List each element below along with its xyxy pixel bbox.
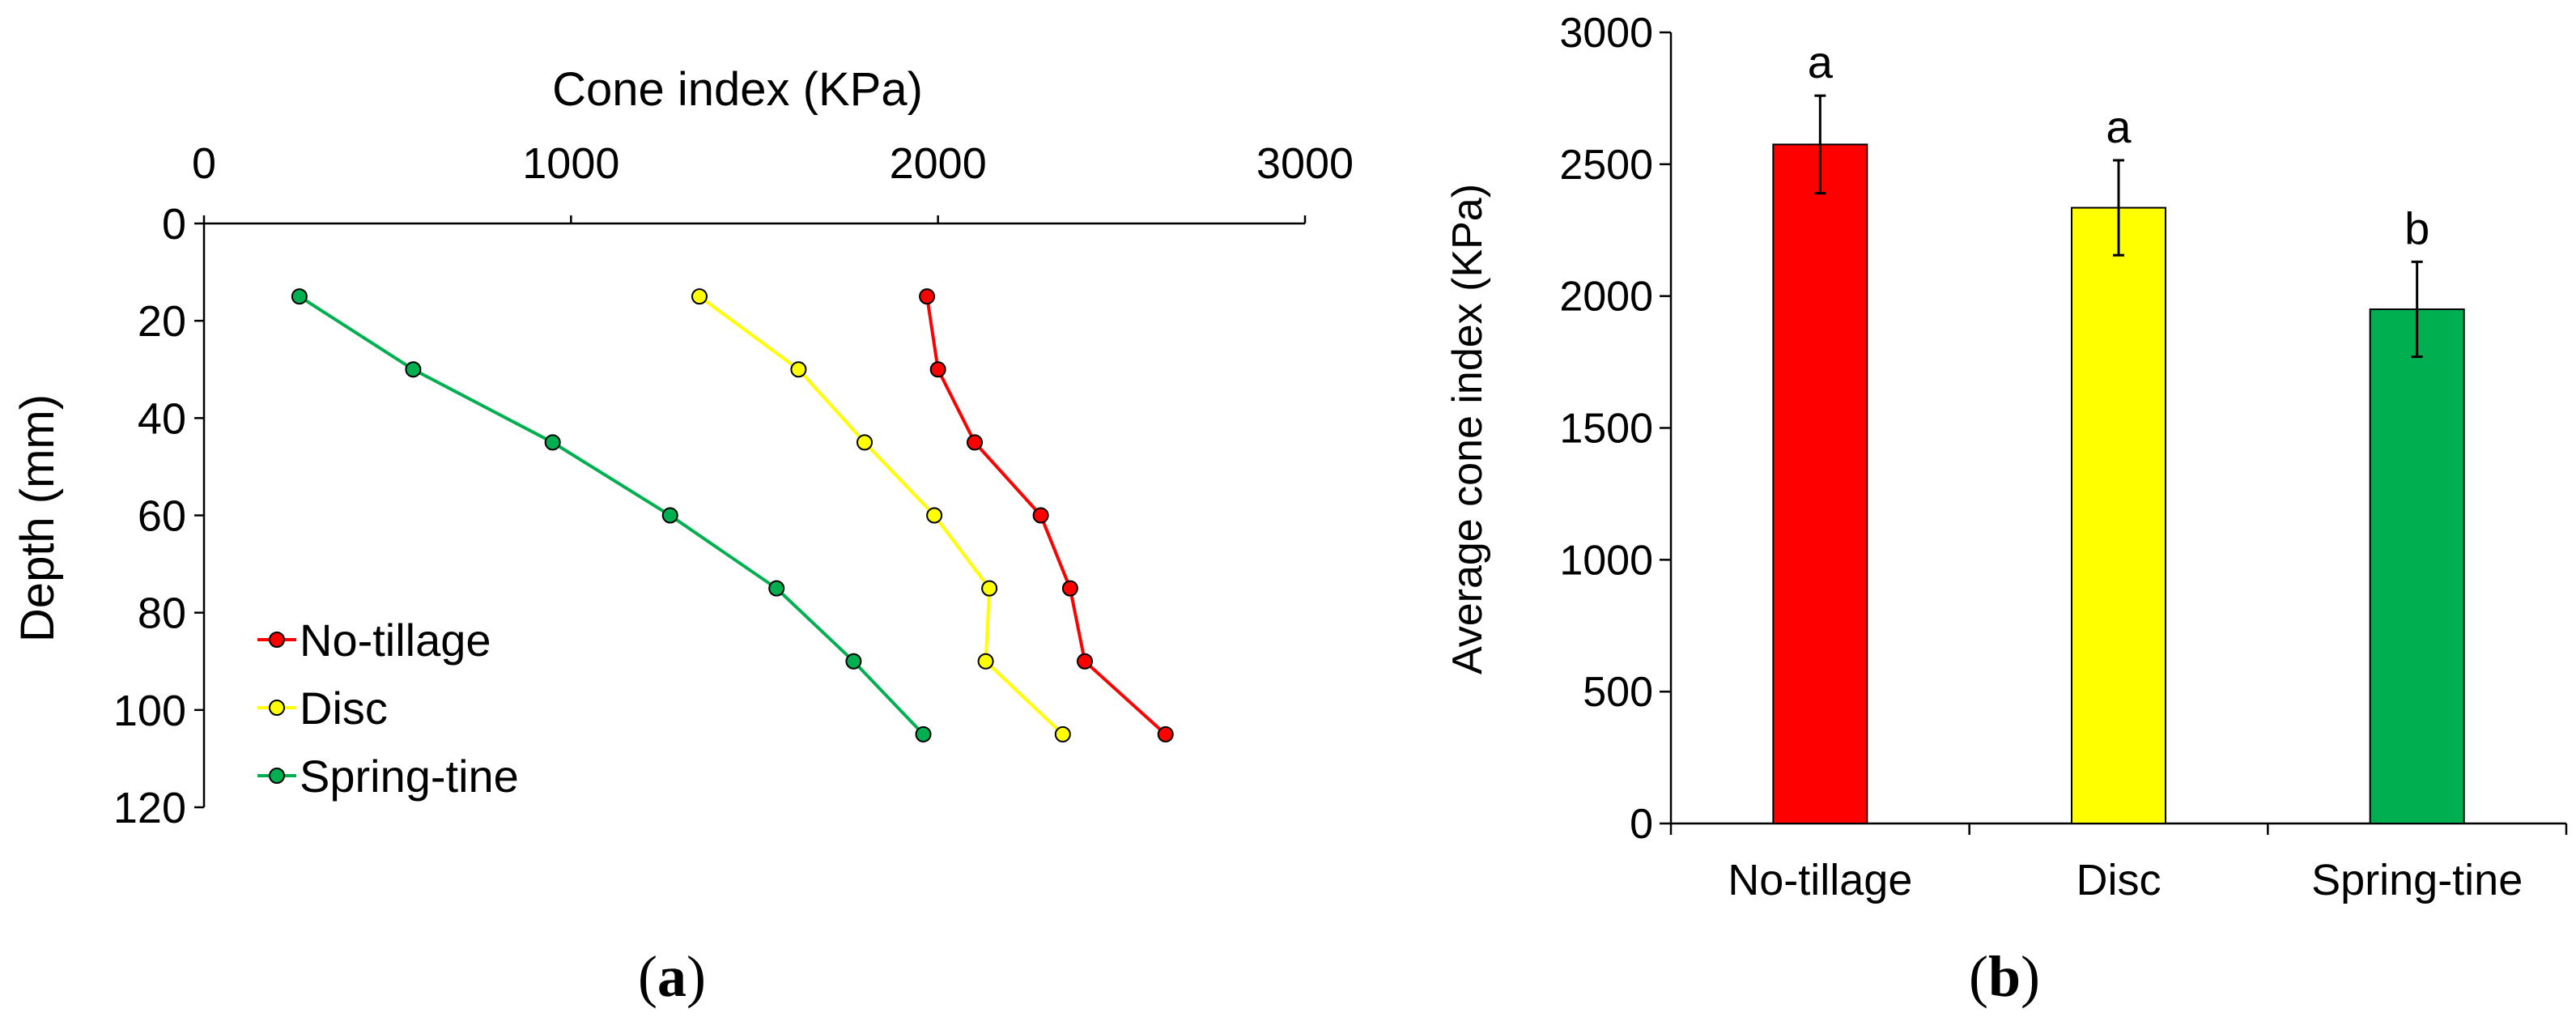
panel-b-bar-chart: 0 500 1000 1500 2000 2500 3000 a No-tillage a Dis… xyxy=(1444,10,2568,1009)
panel-b-y-tick-label: 1000 xyxy=(1559,537,1653,584)
panel-b-y-tick-label: 2500 xyxy=(1559,142,1653,189)
panel-a-y-tick-label: 60 xyxy=(138,492,186,541)
panel-b-y-tick-label: 0 xyxy=(1630,801,1653,848)
significance-letter-no-tillage: a xyxy=(1808,36,1834,87)
data-point-spring-tine xyxy=(845,653,862,670)
panel-a-ticks: 0 1000 2000 3000 0 20 40 60 80 100 120 xyxy=(113,139,1354,832)
legend-swatch-marker-no-tillage xyxy=(269,632,285,648)
data-point-no-tillage xyxy=(929,361,946,378)
data-point-spring-tine xyxy=(405,361,422,378)
data-point-disc xyxy=(691,288,708,305)
bar-spring-tine xyxy=(2369,308,2465,824)
data-point-no-tillage xyxy=(1061,580,1078,597)
data-point-disc xyxy=(977,653,994,670)
data-point-disc xyxy=(981,580,998,597)
legend-entry-disc: Disc xyxy=(257,683,388,734)
panel-a-y-tick-label: 40 xyxy=(138,394,186,443)
panel-b-y-axis-title: Average cone index (KPa) xyxy=(1444,184,1491,674)
category-label-no-tillage: No-tillage xyxy=(1728,856,1912,904)
legend-entry-spring-tine: Spring-tine xyxy=(257,751,519,802)
data-point-no-tillage xyxy=(1157,726,1174,743)
panel-b-bars: a No-tillage a Disc b Spring-tine xyxy=(1728,36,2523,904)
series-line-spring-tine xyxy=(298,295,925,736)
panel-a-x-axis-title: Cone index (KPa) xyxy=(552,63,923,116)
data-point-spring-tine xyxy=(291,288,308,305)
panel-a-series xyxy=(291,288,1174,743)
data-point-disc xyxy=(857,434,873,451)
panel-b-y-tick-label: 3000 xyxy=(1559,10,1653,57)
panel-b-y-tick-label: 1500 xyxy=(1559,406,1653,453)
data-point-no-tillage xyxy=(967,434,983,451)
bar-no-tillage xyxy=(1772,143,1868,825)
data-point-spring-tine xyxy=(544,434,561,451)
panel-a-y-tick-label: 100 xyxy=(113,687,186,735)
category-label-disc: Disc xyxy=(2077,856,2162,904)
legend-swatch-marker-disc xyxy=(269,700,285,716)
data-point-no-tillage xyxy=(919,288,936,305)
data-point-disc xyxy=(1054,726,1071,743)
panel-a-x-tick-label: 0 xyxy=(192,139,216,188)
panel-a-line-chart: 0 1000 2000 3000 0 20 40 60 80 100 120 No-tillage D… xyxy=(11,63,1354,1009)
legend-swatch-marker-spring-tine xyxy=(269,768,285,784)
bar-disc xyxy=(2071,206,2166,824)
category-label-spring-tine: Spring-tine xyxy=(2311,856,2523,904)
data-point-spring-tine xyxy=(661,507,678,524)
data-point-no-tillage xyxy=(1077,653,1093,670)
panel-a-legend: No-tillage Disc Spring-tine xyxy=(257,615,519,802)
legend-label-no-tillage: No-tillage xyxy=(300,615,491,666)
panel-b-y-tick-label: 2000 xyxy=(1559,274,1653,321)
panel-a-y-tick-label: 80 xyxy=(138,589,186,638)
legend-entry-no-tillage: No-tillage xyxy=(257,615,491,666)
data-point-disc xyxy=(926,507,943,524)
panel-b-ticks: 0 500 1000 1500 2000 2500 3000 xyxy=(1559,10,2568,848)
data-point-no-tillage xyxy=(1032,507,1049,524)
data-point-spring-tine xyxy=(768,580,785,597)
legend-label-spring-tine: Spring-tine xyxy=(300,751,519,802)
significance-letter-spring-tine: b xyxy=(2404,202,2429,253)
panel-a-x-tick-label: 3000 xyxy=(1256,139,1354,188)
series-line-disc xyxy=(698,295,1065,736)
significance-letter-disc: a xyxy=(2106,101,2132,152)
data-point-disc xyxy=(790,361,807,378)
panel-a-y-tick-label: 120 xyxy=(113,784,186,832)
legend-label-disc: Disc xyxy=(300,683,388,734)
panel-a-y-axis-title: Depth (mm) xyxy=(11,394,64,642)
panel-a-x-tick-label: 1000 xyxy=(522,139,619,188)
panel-a-label: (a) xyxy=(638,944,706,1009)
panel-a-y-tick-label: 0 xyxy=(162,200,186,249)
panel-a-y-tick-label: 20 xyxy=(138,297,186,346)
data-point-spring-tine xyxy=(915,726,932,743)
panel-b-y-tick-label: 500 xyxy=(1583,669,1653,716)
panel-b-label: (b) xyxy=(1969,944,2040,1009)
panel-a-x-tick-label: 2000 xyxy=(890,139,987,188)
